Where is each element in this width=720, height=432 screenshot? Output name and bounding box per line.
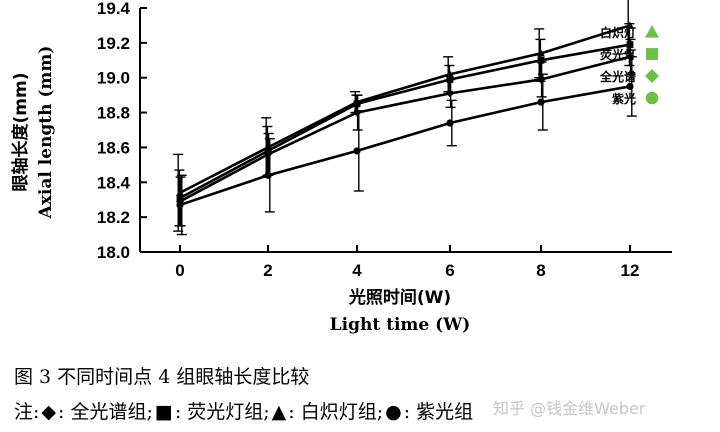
- y-tick-label: 18.0: [97, 243, 130, 262]
- note-item-violet: : 紫光组: [403, 401, 474, 423]
- y-tick-label: 19.2: [97, 34, 130, 53]
- note-item-full-spectrum: : 全光谱组;: [58, 401, 153, 423]
- x-axis-title-cn: 光照时间(W): [348, 287, 451, 308]
- legend-label: 白炽灯: [600, 25, 636, 40]
- data-point: [446, 89, 454, 98]
- y-axis-title-en: Axial length (mm): [36, 46, 56, 220]
- data-point: [537, 98, 545, 106]
- triangle-icon: ▲: [271, 401, 287, 423]
- legend-marker-diamond: [645, 69, 659, 83]
- y-tick-label: 18.6: [97, 138, 130, 157]
- legend-marker-circle: [645, 91, 659, 105]
- series-line: [179, 85, 631, 207]
- legend-label: 全光谱: [599, 69, 636, 84]
- x-tick-label: 12: [621, 261, 640, 280]
- data-point: [446, 119, 454, 127]
- series-triangle: [173, 0, 634, 232]
- data-point: [537, 75, 545, 84]
- y-tick-label: 19.0: [97, 69, 130, 88]
- data-point: [264, 171, 272, 179]
- data-point: [353, 147, 361, 155]
- plot-area: [139, 8, 672, 253]
- data-point: [626, 82, 634, 91]
- square-icon: ■: [154, 401, 173, 423]
- x-tick-label: 4: [352, 261, 362, 280]
- x-tick-label: 0: [175, 261, 184, 280]
- series-line: [179, 55, 631, 203]
- legend-label: 荧光灯: [600, 47, 636, 62]
- note-item-fluorescent: : 荧光灯组;: [174, 401, 270, 423]
- x-axis-title-en: Light time (W): [330, 315, 471, 335]
- data-point: [176, 201, 184, 209]
- y-tick-label: 18.8: [97, 104, 130, 123]
- series-layer: [173, 0, 637, 236]
- data-point: [353, 108, 361, 117]
- data-point: [537, 56, 545, 64]
- series-line: [179, 24, 631, 194]
- note-prefix: 注:: [14, 401, 40, 423]
- x-tick-label: 2: [263, 261, 272, 280]
- circle-icon: ●: [385, 401, 402, 423]
- legend-marker-triangle: [645, 25, 659, 38]
- y-tick-label: 19.4: [97, 0, 131, 18]
- x-axis: 0 2 4 6 8 12: [175, 245, 639, 280]
- legend-label: 紫光: [612, 91, 636, 106]
- figure-caption: 图 3 不同时间点 4 组眼轴长度比较: [14, 366, 310, 388]
- x-tick-label: 6: [445, 261, 454, 280]
- y-axis: 18.0 18.2 18.4 18.6 18.8 19.0 19.2 19.4: [97, 0, 147, 262]
- diamond-icon: ◆: [41, 401, 57, 423]
- series-line: [179, 43, 631, 200]
- note-item-incandescent: : 白炽灯组;: [288, 401, 384, 423]
- watermark: 知乎 @钱金维Weber: [493, 399, 646, 418]
- series-diamond: [175, 38, 636, 227]
- y-tick-label: 18.4: [97, 173, 131, 192]
- legend-marker-square: [646, 48, 658, 60]
- y-axis-title-cn: 眼轴长度(mm): [10, 73, 31, 192]
- figure-note: 注: ◆: 全光谱组; ■: 荧光灯组; ▲: 白炽灯组; ●: 紫光组: [14, 397, 473, 424]
- series-square: [174, 22, 635, 227]
- x-tick-label: 8: [536, 261, 545, 280]
- series-circle: [176, 56, 637, 236]
- y-tick-label: 18.2: [97, 208, 130, 227]
- line-chart: 18.0 18.2 18.4 18.6 18.8 19.0 19.2 19.4 0 2 4 6 8 12…: [10, 0, 672, 335]
